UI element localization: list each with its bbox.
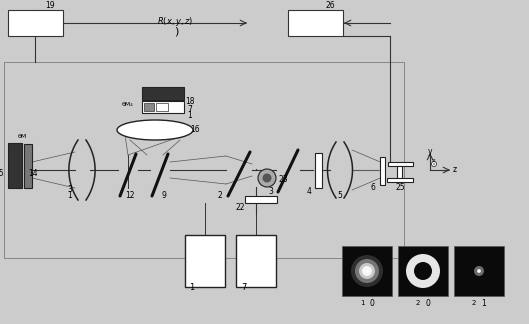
Ellipse shape xyxy=(359,263,375,279)
Ellipse shape xyxy=(406,254,440,288)
Bar xyxy=(142,87,184,100)
Text: 0: 0 xyxy=(370,299,375,308)
Text: z: z xyxy=(453,166,457,175)
Ellipse shape xyxy=(258,169,276,187)
Ellipse shape xyxy=(117,120,193,140)
Bar xyxy=(236,235,276,287)
Ellipse shape xyxy=(477,269,481,273)
Bar xyxy=(398,246,448,296)
Text: 23: 23 xyxy=(278,176,288,184)
Text: 1: 1 xyxy=(188,111,193,121)
Text: 16: 16 xyxy=(190,125,200,134)
Bar xyxy=(4,62,404,258)
Ellipse shape xyxy=(414,262,432,280)
Bar xyxy=(388,162,413,166)
Text: 4: 4 xyxy=(307,187,312,195)
Ellipse shape xyxy=(365,269,369,273)
Text: 1: 1 xyxy=(481,299,486,308)
Bar xyxy=(454,246,504,296)
Text: 1: 1 xyxy=(68,191,72,201)
Ellipse shape xyxy=(432,161,436,167)
Ellipse shape xyxy=(362,266,372,276)
Bar xyxy=(397,166,402,182)
Bar xyxy=(142,101,184,113)
Bar xyxy=(144,103,154,111)
Ellipse shape xyxy=(355,259,379,283)
Text: 3: 3 xyxy=(68,186,72,194)
Bar xyxy=(245,196,277,203)
Text: 14: 14 xyxy=(28,169,38,179)
Bar xyxy=(8,10,63,36)
Ellipse shape xyxy=(262,173,271,182)
Text: 2: 2 xyxy=(217,191,222,201)
Bar xyxy=(315,153,322,188)
Text: 6: 6 xyxy=(370,183,376,192)
Ellipse shape xyxy=(351,255,383,287)
Bar xyxy=(380,157,385,185)
Text: 2: 2 xyxy=(416,300,420,306)
Text: 15: 15 xyxy=(0,169,4,179)
Text: x: x xyxy=(432,157,436,163)
Text: 7: 7 xyxy=(188,105,193,113)
Text: ): ) xyxy=(174,26,178,36)
Bar xyxy=(288,10,343,36)
Text: 12: 12 xyxy=(125,191,135,201)
Bar xyxy=(185,235,225,287)
Ellipse shape xyxy=(433,163,435,165)
Text: 26: 26 xyxy=(325,1,335,9)
Text: 18: 18 xyxy=(185,98,195,107)
Text: 1: 1 xyxy=(360,300,364,306)
Text: $R(x,y,z)$: $R(x,y,z)$ xyxy=(157,16,193,29)
Ellipse shape xyxy=(474,266,484,276)
Text: 2: 2 xyxy=(472,300,476,306)
Text: 22: 22 xyxy=(235,202,245,212)
Text: 19: 19 xyxy=(45,1,55,9)
Bar xyxy=(342,246,392,296)
Text: 5: 5 xyxy=(338,191,342,201)
Bar xyxy=(156,103,168,111)
Text: y: y xyxy=(428,146,432,156)
Text: 0: 0 xyxy=(425,299,431,308)
Bar xyxy=(8,143,22,188)
Text: 9: 9 xyxy=(161,191,167,201)
Ellipse shape xyxy=(478,270,480,272)
Text: 25: 25 xyxy=(395,183,405,192)
Bar xyxy=(4,62,404,258)
Text: 1: 1 xyxy=(189,284,195,293)
Text: θM₄: θM₄ xyxy=(121,102,133,108)
Bar xyxy=(387,178,413,182)
Text: 3: 3 xyxy=(269,188,273,196)
Text: 7: 7 xyxy=(241,284,247,293)
Bar xyxy=(24,144,32,188)
Text: θM: θM xyxy=(17,133,26,138)
